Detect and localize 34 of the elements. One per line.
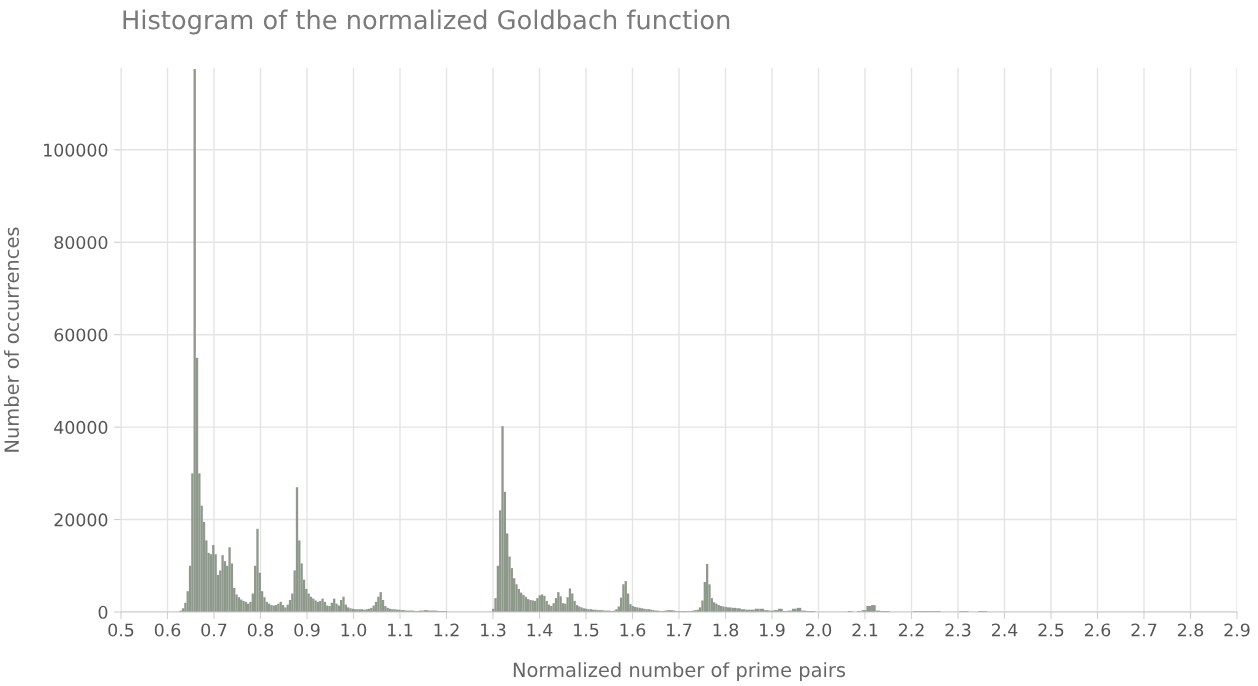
x-tick-label: 2.1 xyxy=(852,623,878,637)
x-tick-label: 2.5 xyxy=(1038,623,1064,637)
x-tick-label: 2.6 xyxy=(1084,623,1111,637)
x-tick-label: 2.2 xyxy=(898,623,924,637)
x-tick-label: 1.6 xyxy=(620,623,646,637)
x-tick-label: 1.5 xyxy=(574,623,599,637)
x-tick-label: 0.9 xyxy=(294,623,320,637)
y-tick-label: 100000 xyxy=(44,143,108,157)
y-tick-label: 20000 xyxy=(54,513,108,527)
x-tick-label: 2.7 xyxy=(1131,623,1157,637)
x-tick-label: 1.1 xyxy=(388,623,413,637)
y-tick-label: 40000 xyxy=(54,420,108,434)
y-tick-label: 80000 xyxy=(54,235,108,250)
x-tick-label: 2.3 xyxy=(945,623,971,637)
y-axis-title: Number of occurrences xyxy=(3,227,20,452)
x-tick-label: 0.6 xyxy=(154,623,181,637)
x-tick-label: 1.3 xyxy=(481,623,506,637)
x-tick-label: 1.8 xyxy=(713,623,739,637)
x-tick-label: 1.2 xyxy=(434,623,459,637)
chart-title: Histogram of the normalized Goldbach function xyxy=(123,9,730,35)
x-tick-label: 2.9 xyxy=(1224,623,1250,637)
x-tick-label: 1.0 xyxy=(341,623,367,637)
x-axis-title: Normalized number of prime pairs xyxy=(513,662,846,681)
x-tick-label: 2.4 xyxy=(991,623,1018,637)
y-tick-label: 60000 xyxy=(54,328,108,342)
x-tick-label: 0.7 xyxy=(201,623,227,637)
x-tick-label: 2.8 xyxy=(1177,623,1204,637)
x-tick-label: 0.5 xyxy=(108,623,134,637)
x-tick-label: 2.0 xyxy=(805,623,832,637)
y-tick-label: 0 xyxy=(98,605,108,619)
x-tick-label: 1.9 xyxy=(760,623,785,637)
x-tick-label: 1.4 xyxy=(527,623,553,637)
x-tick-label: 1.7 xyxy=(667,623,692,637)
x-tick-label: 0.8 xyxy=(247,623,274,637)
